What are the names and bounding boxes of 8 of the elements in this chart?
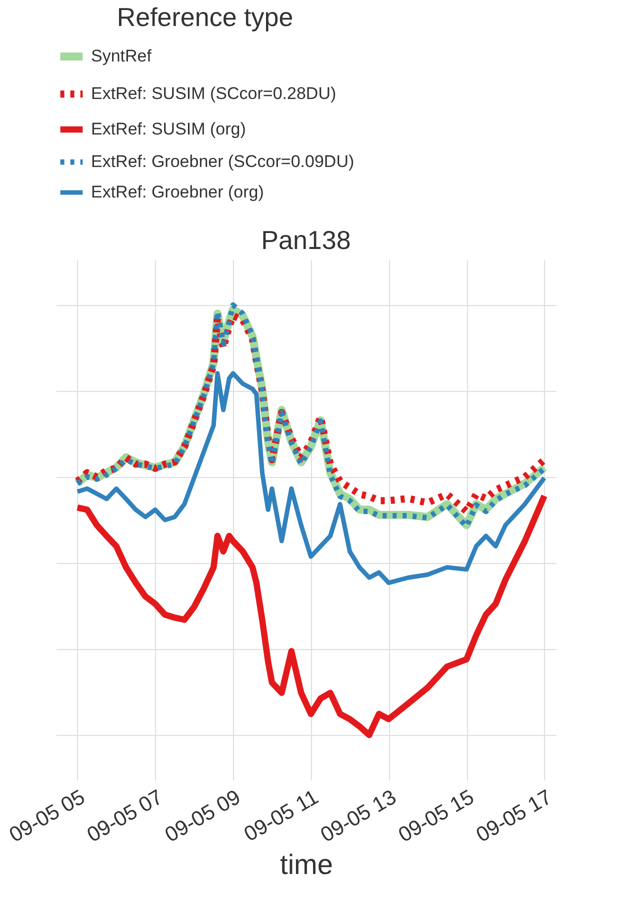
- legend-label: ExtRef: Groebner (org): [91, 182, 264, 202]
- legend-label: SyntRef: [91, 46, 152, 66]
- x-axis-title: time: [280, 849, 333, 880]
- legend-label: ExtRef: Groebner (SCcor=0.09DU): [91, 152, 354, 171]
- chart-title: Pan138: [261, 225, 351, 255]
- legend-label: ExtRef: SUSIM (SCcor=0.28DU): [91, 84, 336, 103]
- legend-label: ExtRef: SUSIM (org): [91, 120, 246, 138]
- legend-title: Reference type: [116, 2, 294, 32]
